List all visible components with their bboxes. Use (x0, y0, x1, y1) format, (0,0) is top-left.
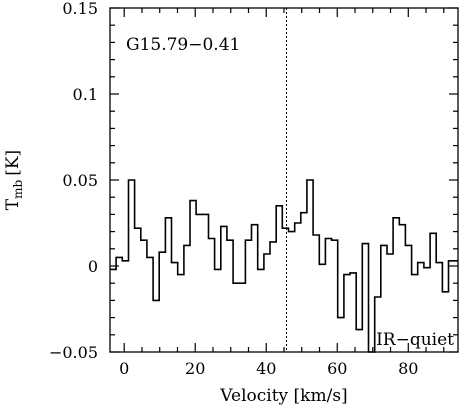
y-tick-label: 0.1 (73, 85, 98, 104)
y-axis-label-main: T (3, 198, 23, 210)
y-tick-label: −0.05 (49, 343, 98, 362)
y-tick-label: 0.05 (62, 171, 98, 190)
y-tick-label: 0.15 (62, 0, 98, 18)
x-tick-label: 20 (185, 359, 205, 378)
svg-text:Tmb[K]: Tmb [K] (3, 150, 25, 210)
plot-frame (109, 7, 459, 353)
x-tick-label: 80 (398, 359, 418, 378)
y-axis-label-unit: [K] (3, 150, 23, 176)
y-axis-label: Tmb [K] (3, 150, 25, 210)
y-axis-label-sub: mb (11, 179, 25, 198)
spectrum-line (110, 179, 458, 353)
y-tick-label: 0 (88, 257, 98, 276)
corner-label: IR−quiet (376, 330, 454, 350)
x-tick-label: 40 (256, 359, 276, 378)
x-tick-label: 60 (327, 359, 347, 378)
x-tick-label: 0 (119, 359, 129, 378)
y-ticks: −0.05 0 0.05 0.1 0.15 (49, 0, 458, 362)
source-label: G15.79−0.41 (126, 35, 240, 55)
x-ticks: 0 20 40 60 80 (119, 8, 445, 378)
x-axis-label: Velocity [km/s] (219, 386, 347, 406)
